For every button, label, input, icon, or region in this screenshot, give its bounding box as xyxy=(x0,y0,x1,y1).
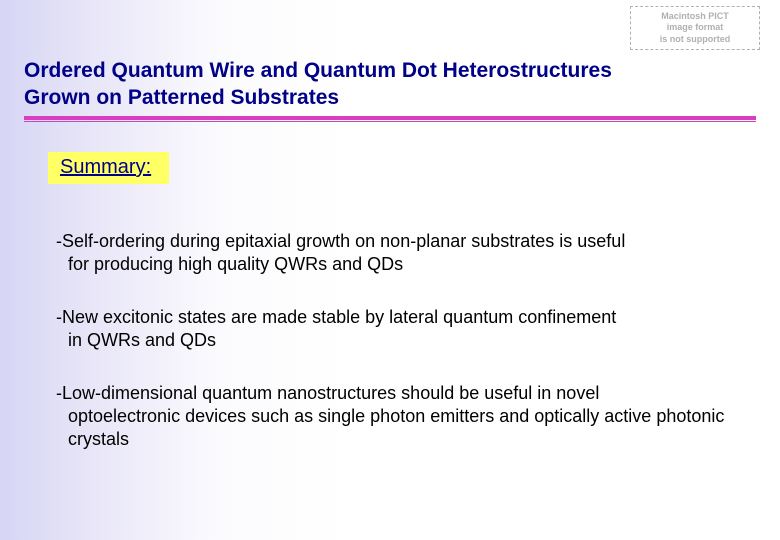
title-line-1: Ordered Quantum Wire and Quantum Dot Het… xyxy=(24,59,612,82)
watermark-line-2: image format xyxy=(667,22,724,32)
slide-title: Ordered Quantum Wire and Quantum Dot Het… xyxy=(24,58,756,112)
bullet-item: -New excitonic states are made stable by… xyxy=(56,306,740,352)
summary-bullet-list: -Self-ordering during epitaxial growth o… xyxy=(56,230,740,481)
bullet-first-line: -Self-ordering during epitaxial growth o… xyxy=(56,231,625,251)
bullet-first-line: -New excitonic states are made stable by… xyxy=(56,307,616,327)
bullet-item: -Low-dimensional quantum nanostructures … xyxy=(56,382,740,451)
title-line-2: Grown on Patterned Substrates xyxy=(24,86,339,109)
watermark-line-1: Macintosh PICT xyxy=(661,11,729,21)
title-underline-rule xyxy=(24,116,756,122)
summary-heading: Summary: xyxy=(48,152,169,184)
bullet-continuation: for producing high quality QWRs and QDs xyxy=(56,253,740,276)
unsupported-image-watermark: Macintosh PICT image format is not suppo… xyxy=(630,6,760,50)
bullet-continuation: optoelectronic devices such as single ph… xyxy=(56,405,740,451)
bullet-item: -Self-ordering during epitaxial growth o… xyxy=(56,230,740,276)
bullet-first-line: -Low-dimensional quantum nanostructures … xyxy=(56,383,599,403)
bullet-continuation: in QWRs and QDs xyxy=(56,329,740,352)
watermark-line-3: is not supported xyxy=(660,34,731,44)
summary-heading-text: Summary: xyxy=(60,156,151,178)
slide-title-block: Ordered Quantum Wire and Quantum Dot Het… xyxy=(24,58,756,122)
